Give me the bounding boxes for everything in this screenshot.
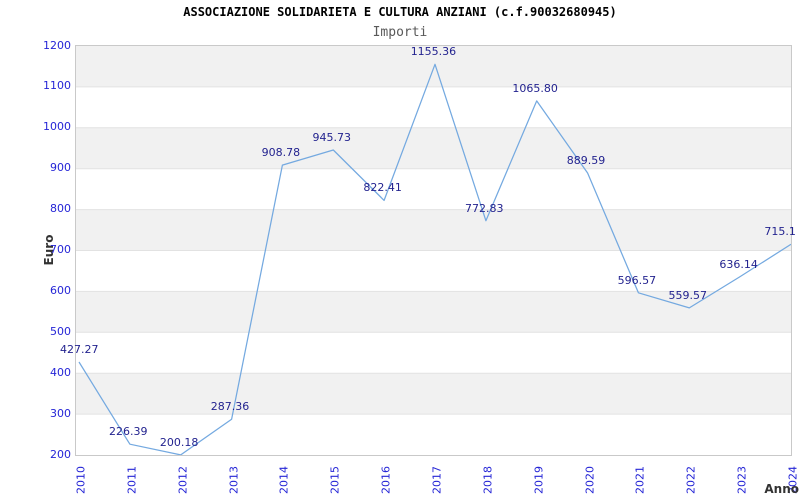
value-label: 715.1	[764, 225, 796, 239]
value-label: 226.39	[109, 425, 148, 439]
chart-title: ASSOCIAZIONE SOLIDARIETA E CULTURA ANZIA…	[183, 5, 617, 19]
value-label: 636.14	[719, 257, 758, 271]
x-tick-label: 2017	[430, 466, 444, 494]
plot-band	[76, 127, 791, 169]
x-tick-label: 2022	[684, 466, 698, 494]
x-tick-label: 2013	[227, 466, 241, 494]
y-tick-label: 400	[50, 365, 71, 379]
y-tick-label: 500	[50, 324, 71, 338]
y-tick-label: 200	[50, 447, 71, 461]
x-tick-label: 2014	[277, 466, 291, 494]
x-tick-label: 2018	[481, 466, 495, 494]
value-label: 945.73	[312, 130, 351, 144]
y-tick-label: 700	[50, 243, 71, 256]
value-label: 822.41	[363, 181, 402, 195]
y-tick-label: 1000	[43, 120, 71, 134]
value-label: 427.27	[60, 343, 99, 357]
value-label: 596.57	[617, 273, 657, 287]
x-tick-label: 2023	[735, 466, 749, 494]
value-label: 287.36	[210, 400, 250, 414]
y-tick-label: 900	[50, 161, 71, 175]
y-tick-label: 300	[50, 406, 71, 420]
y-tick-label: 1100	[43, 79, 71, 93]
value-label: 200.18	[159, 435, 199, 449]
chart-subtitle: Importi	[372, 25, 428, 40]
value-label: 1155.36	[410, 45, 457, 59]
x-tick-label: 2012	[176, 466, 190, 494]
y-tick-label: 600	[50, 283, 71, 297]
value-label: 908.78	[261, 146, 301, 160]
x-tick-label: 2020	[583, 466, 597, 494]
plot-band	[76, 46, 791, 87]
value-label: 559.57	[668, 288, 707, 302]
data-line	[78, 63, 791, 455]
x-tick-label: 2021	[633, 466, 647, 494]
plot-area	[75, 45, 792, 456]
x-tick-label: 2015	[328, 466, 342, 494]
x-axis-title: Anno	[764, 482, 799, 496]
plot-band	[76, 373, 791, 415]
plot-band	[76, 291, 791, 333]
value-label: 889.59	[566, 153, 606, 167]
plot-band	[76, 209, 791, 251]
x-tick-label: 2019	[532, 466, 546, 494]
value-label: 772.83	[465, 201, 504, 215]
y-tick-label: 800	[50, 202, 71, 216]
x-tick-label: 2011	[125, 466, 139, 494]
value-label: 1065.80	[512, 81, 558, 95]
x-tick-label: 2010	[74, 466, 88, 494]
x-tick-label: 2016	[379, 466, 393, 494]
y-tick-label: 1200	[43, 38, 71, 52]
line-plot	[76, 46, 791, 455]
